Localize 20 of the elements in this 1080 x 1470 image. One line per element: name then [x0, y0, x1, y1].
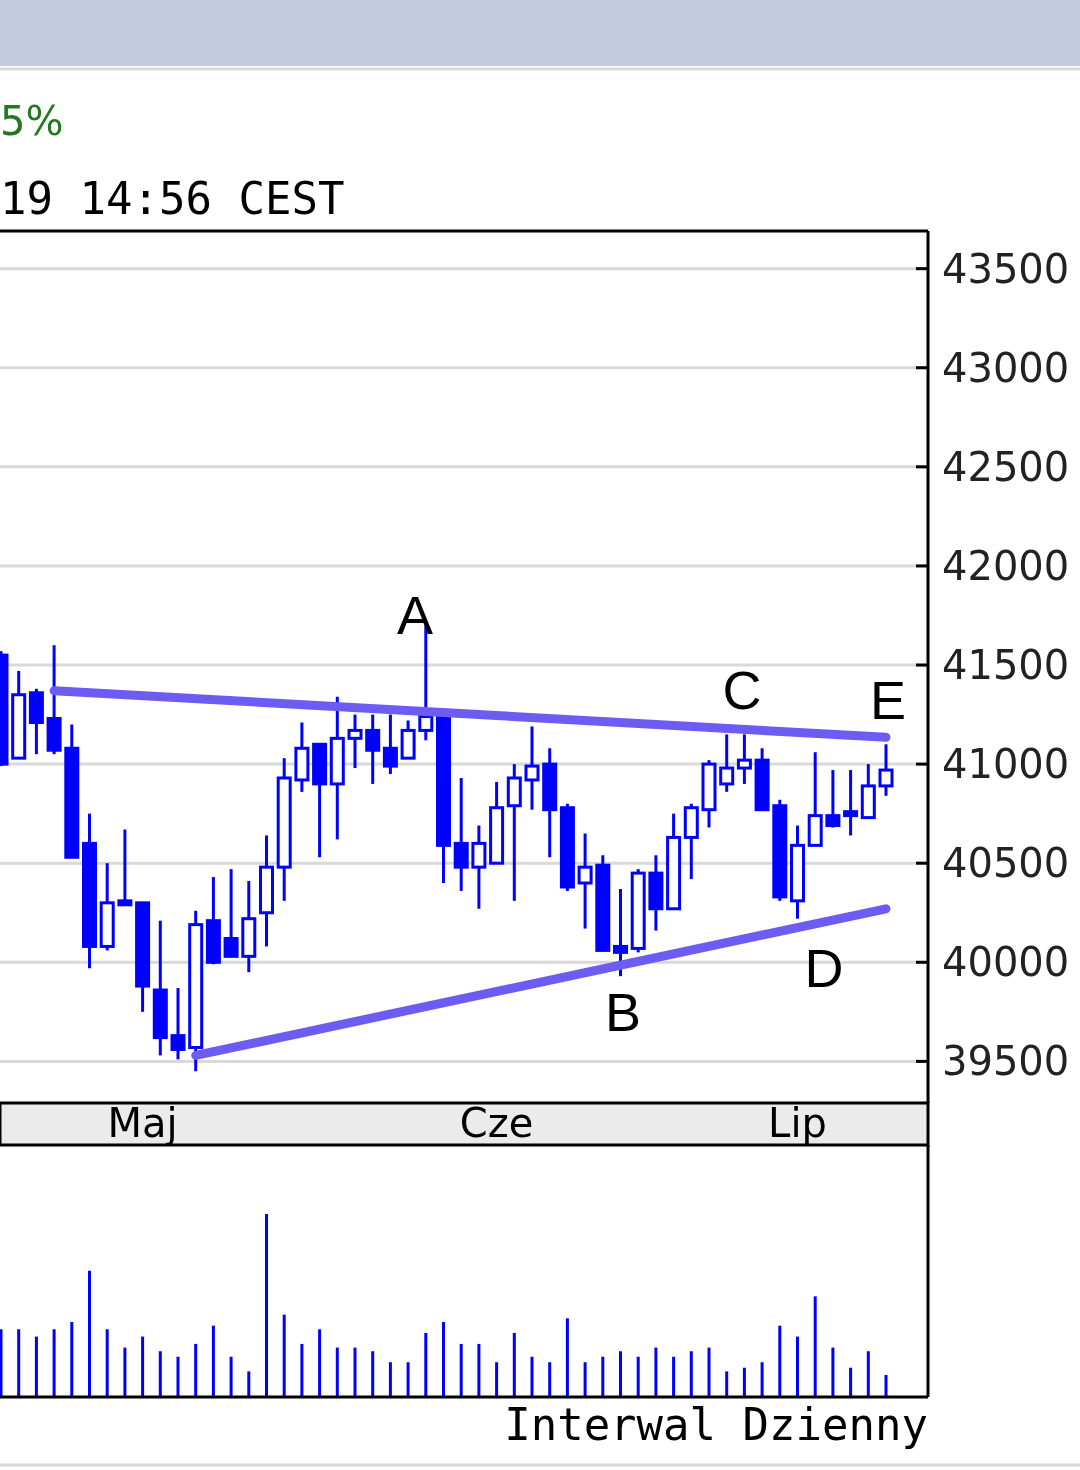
text: Interwal Dzienny — [504, 1399, 928, 1450]
x-tick-label: Lip — [768, 1100, 827, 1146]
x-tick-label: Cze — [459, 1100, 534, 1146]
annotation: A — [396, 584, 434, 645]
y-tick-label: 39500 — [942, 1038, 1070, 1085]
chart-title: 5% — [0, 98, 64, 144]
y-tick-label: 40500 — [942, 840, 1070, 887]
y-tick-label: 42000 — [942, 542, 1070, 589]
x-tick-label: Maj — [107, 1100, 178, 1146]
y-tick-label: 41500 — [942, 642, 1070, 689]
y-tick-label: 40000 — [942, 939, 1070, 986]
y-tick-label: 43500 — [942, 245, 1070, 292]
y-tick-label: 41000 — [942, 741, 1070, 788]
y-tick-label: 42500 — [942, 443, 1070, 490]
y-tick-label: 43000 — [942, 344, 1070, 391]
annotation: E — [869, 669, 907, 730]
annotation: C — [722, 659, 762, 720]
annotation: D — [804, 937, 844, 998]
chart-subtitle: 19 14:56 CEST — [0, 173, 345, 224]
annotation: B — [604, 981, 642, 1042]
